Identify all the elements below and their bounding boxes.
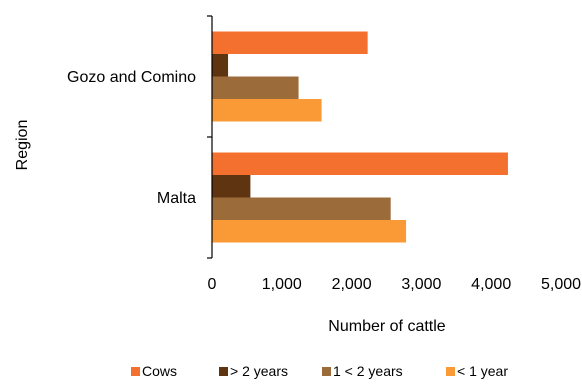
bar-2-years-1 (212, 175, 251, 198)
legend-swatch-cows (131, 367, 140, 376)
x-tick-label: 2,000 (332, 276, 372, 293)
legend-label-cows: Cows (142, 363, 177, 379)
y-tick-label: Malta (157, 190, 196, 207)
x-tick-label: 1,000 (262, 276, 302, 293)
legend: Cows > 2 years 1 < 2 years < 1 year (131, 363, 508, 379)
bar-1-2-years-1 (212, 197, 391, 220)
bar-1-2-years-0 (212, 76, 299, 99)
bar-2-years-0 (212, 54, 229, 77)
bar-1-year-0 (212, 99, 322, 122)
bar-1-year-1 (212, 220, 407, 243)
x-tick-label: 4,000 (471, 276, 511, 293)
x-tick-label: 0 (208, 276, 217, 293)
legend-label-2-years: > 2 years (230, 363, 288, 379)
x-axis-title: Number of cattle (328, 318, 445, 335)
y-axis-title: Region (14, 120, 31, 171)
legend-swatch-1-year (446, 367, 455, 376)
legend-label-1-year: < 1 year (457, 363, 508, 379)
legend-swatch-2-years (219, 367, 228, 376)
bar-cows-0 (212, 31, 368, 54)
x-tick-label: 3,000 (401, 276, 441, 293)
bar-cows-1 (212, 152, 508, 175)
x-tick-label: 5,000 (541, 276, 581, 293)
legend-swatch-1-2-years (322, 367, 331, 376)
legend-label-1-2-years: 1 < 2 years (333, 363, 403, 379)
y-tick-label: Gozo and Comino (67, 69, 196, 86)
